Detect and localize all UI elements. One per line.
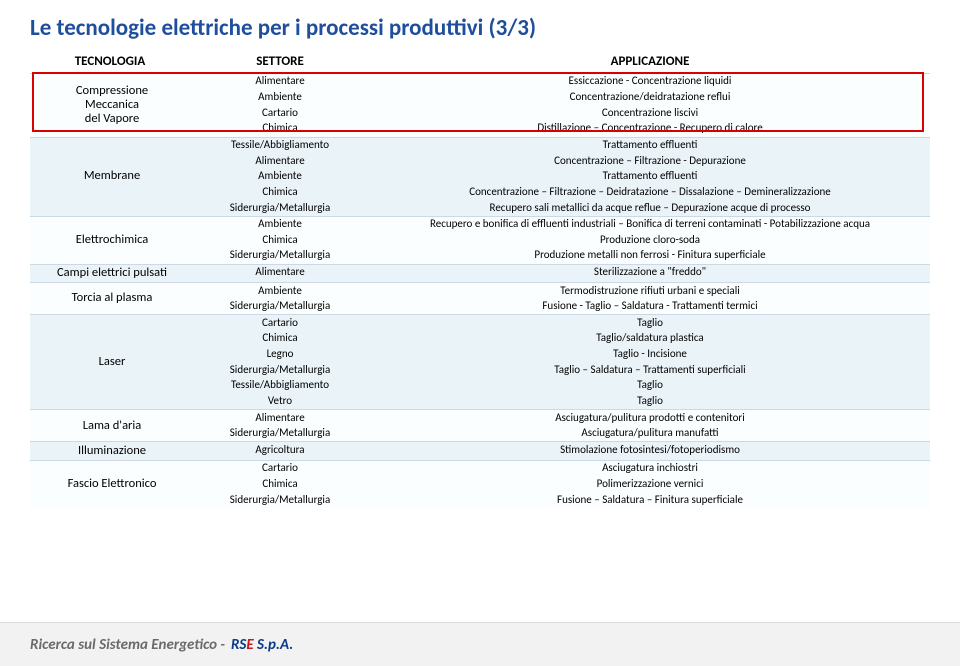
- technologies-table: TECNOLOGIA SETTORE APPLICAZIONE Compress…: [30, 52, 930, 508]
- sector-cell: Siderurgia/Metallurgia: [190, 492, 370, 508]
- sector-cell: Siderurgia/Metallurgia: [190, 426, 370, 442]
- tech-cell: Illuminazione: [30, 442, 190, 460]
- sector-cell: Ambiente: [190, 169, 370, 185]
- application-cell: Stimolazione fotosintesi/fotoperiodismo: [370, 442, 930, 460]
- application-cell: Taglio: [370, 393, 930, 409]
- table-row: LaserCartarioTaglio: [30, 315, 930, 331]
- sector-cell: Ambiente: [190, 283, 370, 299]
- sector-cell: Tessile/Abbigliamento: [190, 378, 370, 394]
- sector-cell: Alimentare: [190, 410, 370, 426]
- table-row: Lama d'ariaAlimentareAsciugatura/pulitur…: [30, 410, 930, 426]
- application-cell: Fusione - Taglio – Saldatura - Trattamen…: [370, 299, 930, 315]
- sector-cell: Siderurgia/Metallurgia: [190, 362, 370, 378]
- application-cell: Asciugatura inchiostri: [370, 460, 930, 476]
- tech-cell: Torcia al plasma: [30, 283, 190, 315]
- table-row: CompressioneMeccanicadel VaporeAlimentar…: [30, 73, 930, 89]
- sector-cell: Chimica: [190, 121, 370, 137]
- header-app: APPLICAZIONE: [370, 52, 930, 73]
- application-cell: Trattamento effluenti: [370, 137, 930, 153]
- header-sect: SETTORE: [190, 52, 370, 73]
- application-cell: Concentrazione/deidratazione reflui: [370, 90, 930, 106]
- sector-cell: Agricoltura: [190, 442, 370, 460]
- sector-cell: Ambiente: [190, 216, 370, 232]
- page-title: Le tecnologie elettriche per i processi …: [30, 14, 930, 42]
- sector-cell: Chimica: [190, 476, 370, 492]
- table-row: Campi elettrici pulsatiAlimentareSterili…: [30, 264, 930, 282]
- footer-org: Ricerca sul Sistema Energetico -: [30, 636, 225, 654]
- tech-cell: Lama d'aria: [30, 410, 190, 442]
- application-cell: Asciugatura/pulitura prodotti e contenit…: [370, 410, 930, 426]
- sector-cell: Chimica: [190, 184, 370, 200]
- application-cell: Taglio/saldatura plastica: [370, 331, 930, 347]
- sector-cell: Siderurgia/Metallurgia: [190, 248, 370, 264]
- tech-cell: Campi elettrici pulsati: [30, 264, 190, 282]
- application-cell: Distillazione – Concentrazione - Recuper…: [370, 121, 930, 137]
- tech-cell: Laser: [30, 315, 190, 410]
- sector-cell: Tessile/Abbigliamento: [190, 137, 370, 153]
- table-header-row: TECNOLOGIA SETTORE APPLICAZIONE: [30, 52, 930, 73]
- sector-cell: Siderurgia/Metallurgia: [190, 200, 370, 216]
- tech-cell: Elettrochimica: [30, 216, 190, 264]
- application-cell: Concentrazione – Filtrazione - Depurazio…: [370, 153, 930, 169]
- table-row: Torcia al plasmaAmbienteTermodistruzione…: [30, 283, 930, 299]
- application-cell: Recupero e bonifica di effluenti industr…: [370, 216, 930, 232]
- table-row: IlluminazioneAgricolturaStimolazione fot…: [30, 442, 930, 460]
- sector-cell: Alimentare: [190, 73, 370, 89]
- application-cell: Polimerizzazione vernici: [370, 476, 930, 492]
- slide: Le tecnologie elettriche per i processi …: [0, 0, 960, 666]
- application-cell: Taglio: [370, 315, 930, 331]
- application-cell: Taglio – Saldatura – Trattamenti superfi…: [370, 362, 930, 378]
- table-row: ElettrochimicaAmbienteRecupero e bonific…: [30, 216, 930, 232]
- application-cell: Concentrazione – Filtrazione – Deidrataz…: [370, 184, 930, 200]
- application-cell: Taglio - Incisione: [370, 347, 930, 363]
- sector-cell: Siderurgia/Metallurgia: [190, 299, 370, 315]
- table-row: MembraneTessile/AbbigliamentoTrattamento…: [30, 137, 930, 153]
- sector-cell: Vetro: [190, 393, 370, 409]
- table-row: Fascio ElettronicoCartarioAsciugatura in…: [30, 460, 930, 476]
- footer-logo: RSE S.p.A.: [231, 636, 293, 654]
- header-tech: TECNOLOGIA: [30, 52, 190, 73]
- application-cell: Produzione metalli non ferrosi - Finitur…: [370, 248, 930, 264]
- sector-cell: Alimentare: [190, 264, 370, 282]
- application-cell: Fusione – Saldatura – Finitura superfici…: [370, 492, 930, 508]
- sector-cell: Cartario: [190, 460, 370, 476]
- tech-cell: CompressioneMeccanicadel Vapore: [30, 73, 190, 137]
- tech-cell: Fascio Elettronico: [30, 460, 190, 507]
- application-cell: Recupero sali metallici da acque reflue …: [370, 200, 930, 216]
- application-cell: Essiccazione - Concentrazione liquidi: [370, 73, 930, 89]
- sector-cell: Cartario: [190, 315, 370, 331]
- application-cell: Sterilizzazione a "freddo": [370, 264, 930, 282]
- application-cell: Termodistruzione rifiuti urbani e specia…: [370, 283, 930, 299]
- sector-cell: Chimica: [190, 232, 370, 248]
- sector-cell: Legno: [190, 347, 370, 363]
- application-cell: Concentrazione liscivi: [370, 105, 930, 121]
- footer: Ricerca sul Sistema Energetico - RSE S.p…: [0, 622, 960, 666]
- footer-suffix: S.p.A.: [254, 636, 294, 654]
- tech-cell: Membrane: [30, 137, 190, 216]
- sector-cell: Chimica: [190, 331, 370, 347]
- sector-cell: Alimentare: [190, 153, 370, 169]
- footer-rse-e: E: [246, 636, 253, 654]
- application-cell: Produzione cloro-soda: [370, 232, 930, 248]
- application-cell: Taglio: [370, 378, 930, 394]
- sector-cell: Ambiente: [190, 90, 370, 106]
- sector-cell: Cartario: [190, 105, 370, 121]
- application-cell: Asciugatura/pulitura manufatti: [370, 426, 930, 442]
- application-cell: Trattamento effluenti: [370, 169, 930, 185]
